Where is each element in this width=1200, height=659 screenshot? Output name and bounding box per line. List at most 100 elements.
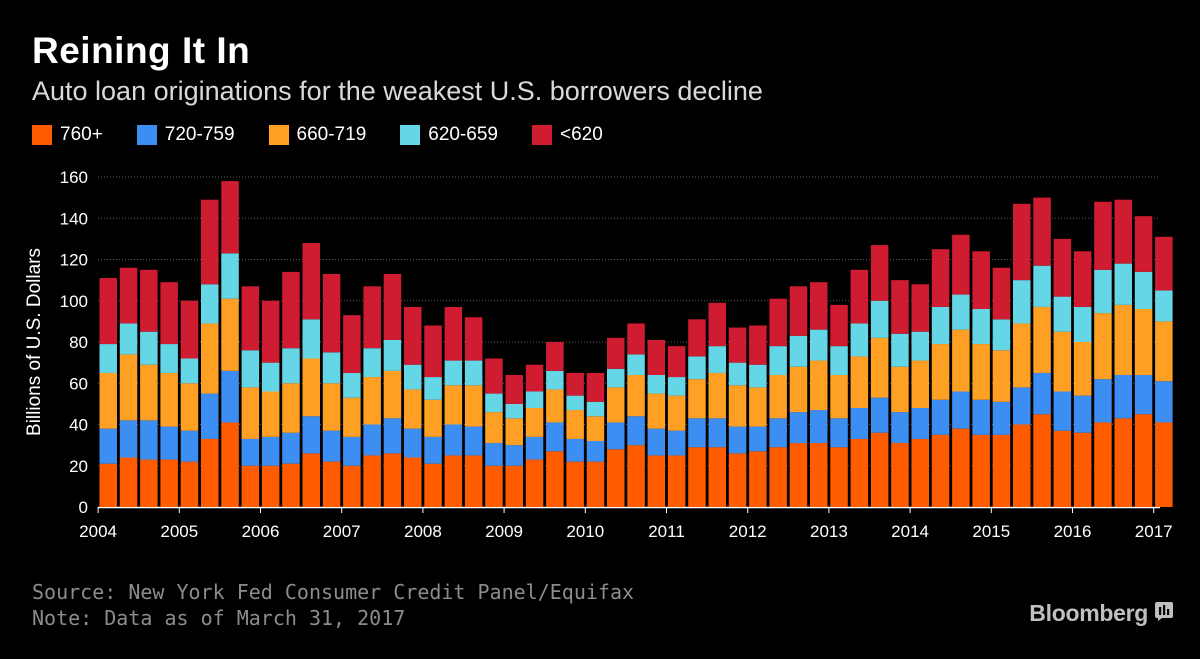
bar-segment xyxy=(404,457,422,507)
bar-segment xyxy=(485,443,503,466)
bar-segment xyxy=(586,372,605,402)
bar-segment xyxy=(566,372,584,396)
brand-name: Bloomberg xyxy=(1029,600,1148,626)
bloomberg-icon xyxy=(1154,600,1174,627)
bar-segment xyxy=(911,408,929,439)
bar-segment xyxy=(140,420,158,460)
bar-segment xyxy=(180,300,199,359)
bar-segment xyxy=(708,447,726,507)
bar-segment xyxy=(1013,323,1031,388)
bar-segment xyxy=(1013,424,1031,507)
bar-segment xyxy=(1114,418,1132,507)
bar-segment xyxy=(688,418,706,448)
bar-segment xyxy=(647,375,666,394)
bar-segment xyxy=(769,298,787,347)
bar-segment xyxy=(1155,290,1173,322)
bar-segment xyxy=(1155,236,1173,291)
bar-segment xyxy=(931,434,950,507)
bar-segment xyxy=(1094,379,1112,423)
bar-segment xyxy=(140,364,158,421)
legend-label: 660-719 xyxy=(296,124,367,145)
bar-segment xyxy=(708,372,726,419)
bar-segment xyxy=(201,199,219,285)
bar-segment xyxy=(891,333,909,367)
bar-segment xyxy=(464,317,483,361)
bar-segment xyxy=(322,273,341,353)
legend-item-760-plus: 760+ xyxy=(32,124,103,146)
bar-segment xyxy=(830,375,848,419)
bar-segment xyxy=(1155,321,1173,382)
bar-segment xyxy=(444,455,463,507)
bar-segment xyxy=(769,375,787,419)
bar-segment xyxy=(99,428,117,464)
x-tick-label: 2004 xyxy=(79,522,117,541)
bar-segment xyxy=(789,443,808,507)
bar-segment xyxy=(688,379,706,419)
chart-title: Reining It In xyxy=(32,30,251,71)
bar-segment xyxy=(1094,201,1112,270)
bar-segment xyxy=(647,339,666,375)
bar-segment xyxy=(586,401,605,417)
bar-segment xyxy=(160,344,178,373)
bar-segment xyxy=(282,383,300,433)
bar-segment xyxy=(789,335,808,367)
bar-segment xyxy=(241,350,260,388)
bar-segment xyxy=(891,443,909,507)
bar-segment xyxy=(201,438,219,507)
legend-label: 720-759 xyxy=(164,124,235,145)
bar-segment xyxy=(383,453,402,507)
bar-segment xyxy=(952,329,970,392)
legend-label: 760+ xyxy=(60,124,103,145)
bar-segment xyxy=(485,358,503,394)
bar-segment xyxy=(667,430,686,456)
bar-segment xyxy=(1134,309,1153,375)
chart-subtitle: Auto loan originations for the weakest U… xyxy=(32,76,763,106)
bar-segment xyxy=(1033,414,1051,507)
bar-segment xyxy=(810,443,828,507)
bar-segment xyxy=(1114,263,1132,305)
x-tick-label: 2009 xyxy=(485,522,523,541)
bar-segment xyxy=(850,269,869,324)
bar-segment xyxy=(1094,422,1112,507)
bar-segment xyxy=(850,323,869,357)
bar-segment xyxy=(607,422,625,450)
bar-segment xyxy=(221,298,239,371)
bar-segment xyxy=(383,418,402,454)
bar-segment xyxy=(1013,280,1031,324)
bar-segment xyxy=(1134,375,1153,415)
bar-segment xyxy=(140,459,158,507)
bar-segment xyxy=(870,432,889,507)
bar-segment xyxy=(343,397,361,437)
bar-segment xyxy=(302,416,320,454)
bar-segment xyxy=(99,463,117,507)
bar-segment xyxy=(201,284,219,324)
bar-segment xyxy=(241,387,260,439)
legend-swatch xyxy=(400,125,421,145)
bar-segment xyxy=(485,393,503,413)
bar-segment xyxy=(404,306,422,365)
bar-segment xyxy=(830,447,848,507)
bar-segment xyxy=(282,432,300,464)
bar-segment xyxy=(1094,269,1112,314)
bar-segment xyxy=(383,273,402,340)
bar-segment xyxy=(525,408,544,437)
bar-segment xyxy=(586,441,605,462)
bar-segment xyxy=(627,375,645,417)
bar-segment xyxy=(302,243,320,320)
bar-segment xyxy=(830,304,848,347)
y-axis-label: Billions of U.S. Dollars xyxy=(24,248,45,436)
bar-segment xyxy=(607,337,625,369)
x-tick-label: 2015 xyxy=(972,522,1010,541)
bar-segment xyxy=(464,426,483,456)
bar-segment xyxy=(1053,238,1072,297)
bar-segment xyxy=(546,370,564,390)
bars xyxy=(99,181,1173,507)
x-tick-label: 2005 xyxy=(160,522,198,541)
bar-segment xyxy=(911,438,929,507)
bar-segment xyxy=(322,383,341,431)
bar-segment xyxy=(404,428,422,458)
bar-segment xyxy=(424,436,442,464)
bar-segment xyxy=(140,269,158,332)
bar-segment xyxy=(1013,387,1031,425)
